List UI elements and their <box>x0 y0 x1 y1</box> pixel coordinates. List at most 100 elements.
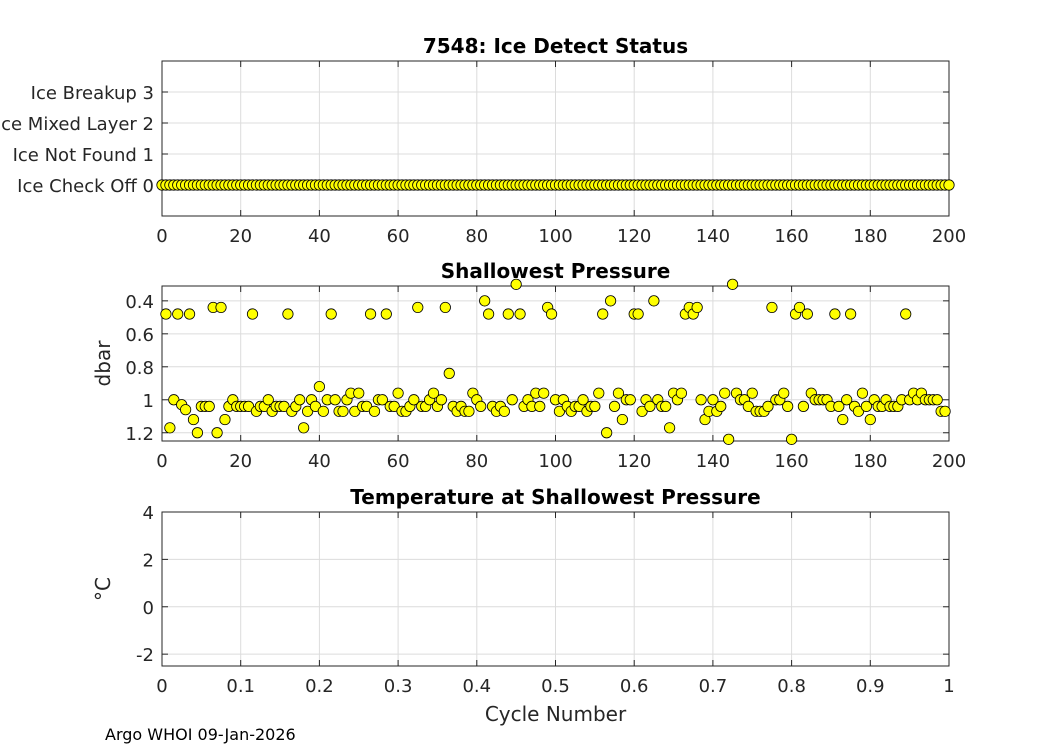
data-point <box>601 427 613 439</box>
data-point <box>778 387 790 399</box>
data-point <box>797 400 810 412</box>
data-point <box>593 387 605 399</box>
x-tick-label: 0.2 <box>305 676 334 697</box>
data-point <box>837 413 849 426</box>
data-point <box>534 400 546 412</box>
data-point <box>160 308 172 320</box>
data-point <box>612 387 625 399</box>
data-point <box>589 400 601 412</box>
x-tick-label: 0.6 <box>620 676 649 697</box>
y-tick-label: 1.2 <box>125 424 154 445</box>
data-point <box>715 400 727 412</box>
x-tick-label: 40 <box>308 226 331 247</box>
x-tick-label: 0.7 <box>699 676 728 697</box>
x-tick-label: 120 <box>617 226 651 247</box>
data-point <box>801 308 813 320</box>
data-point <box>435 394 447 406</box>
data-point <box>506 394 518 406</box>
data-point <box>364 308 377 320</box>
x-tick-label: 1 <box>943 676 954 697</box>
x-tick-label: 20 <box>229 226 252 247</box>
data-point <box>726 278 739 290</box>
data-point <box>746 387 758 399</box>
data-point <box>632 308 644 320</box>
y-tick-label: 4 <box>143 503 154 524</box>
y-tick-label: Ice Mixed Layer 2 <box>0 114 154 135</box>
data-point <box>538 387 550 399</box>
data-point <box>624 394 636 406</box>
footer-credit: Argo WHOI 09-Jan-2026 <box>105 725 296 744</box>
y-axis-label: °C <box>91 577 115 601</box>
data-point <box>762 400 774 412</box>
x-tick-label: 100 <box>538 451 572 472</box>
x-tick-label: 60 <box>387 451 410 472</box>
y-tick-label: 0.4 <box>125 292 154 313</box>
data-point <box>298 422 310 434</box>
x-tick-label: 0.8 <box>777 676 806 697</box>
data-point <box>510 278 522 290</box>
data-point <box>475 400 487 412</box>
x-tick-label: 140 <box>696 451 730 472</box>
data-point <box>664 422 676 434</box>
data-point <box>479 295 491 307</box>
data-point <box>463 405 475 417</box>
data-point <box>329 394 341 406</box>
x-tick-label: 0.5 <box>541 676 570 697</box>
data-point <box>723 433 735 445</box>
data-point <box>742 400 754 412</box>
y-tick-label: -2 <box>136 645 154 666</box>
x-tick-label: 40 <box>308 451 331 472</box>
x-tick-label: 80 <box>465 226 488 247</box>
data-point <box>313 380 325 393</box>
data-point <box>719 387 731 399</box>
data-point <box>183 308 196 320</box>
data-point <box>349 405 361 417</box>
data-point <box>211 427 223 439</box>
y-tick-label: Ice Not Found 1 <box>13 145 154 166</box>
x-tick-label: 180 <box>853 226 887 247</box>
data-point <box>691 301 703 314</box>
data-point <box>392 387 404 399</box>
data-point <box>766 301 778 314</box>
data-point <box>931 394 943 406</box>
data-point <box>215 301 227 314</box>
axes-title: Temperature at Shallowest Pressure <box>350 485 760 509</box>
data-point <box>829 308 841 320</box>
data-point <box>502 308 514 320</box>
y-tick-label: 0.8 <box>125 358 154 379</box>
x-tick-label: 0 <box>156 676 167 697</box>
y-tick-label: 0.6 <box>125 325 154 346</box>
data-point <box>852 405 865 417</box>
data-point <box>168 394 180 406</box>
data-point <box>242 400 255 412</box>
x-tick-label: 0.1 <box>226 676 255 697</box>
data-point <box>380 308 392 320</box>
data-point <box>782 400 794 412</box>
x-tick-label: 200 <box>932 451 966 472</box>
temperature-axes: 0 0.1 0.2 0.3 0.4 0.5 0.6 0.7 0.8 0.9 1-2024Temper… <box>91 485 955 726</box>
data-point <box>793 301 806 314</box>
data-point <box>616 413 628 426</box>
data-point <box>660 400 672 412</box>
x-tick-label: 80 <box>465 451 488 472</box>
data-point <box>246 308 259 320</box>
data-point <box>376 394 388 406</box>
data-point <box>191 427 204 439</box>
data-point <box>180 404 192 416</box>
data-point <box>860 400 872 412</box>
x-tick-label: 160 <box>774 451 808 472</box>
data-point <box>301 405 314 417</box>
data-point <box>864 413 876 426</box>
y-axis-label: dbar <box>91 340 115 387</box>
data-point <box>443 367 455 379</box>
data-point <box>203 400 215 412</box>
data-point <box>608 400 621 412</box>
data-point <box>648 295 660 307</box>
x-tick-label: 180 <box>853 451 887 472</box>
data-point <box>483 308 495 320</box>
data-point <box>278 400 290 412</box>
data-point <box>219 413 231 426</box>
data-point <box>172 308 184 320</box>
x-tick-label: 60 <box>387 226 410 247</box>
